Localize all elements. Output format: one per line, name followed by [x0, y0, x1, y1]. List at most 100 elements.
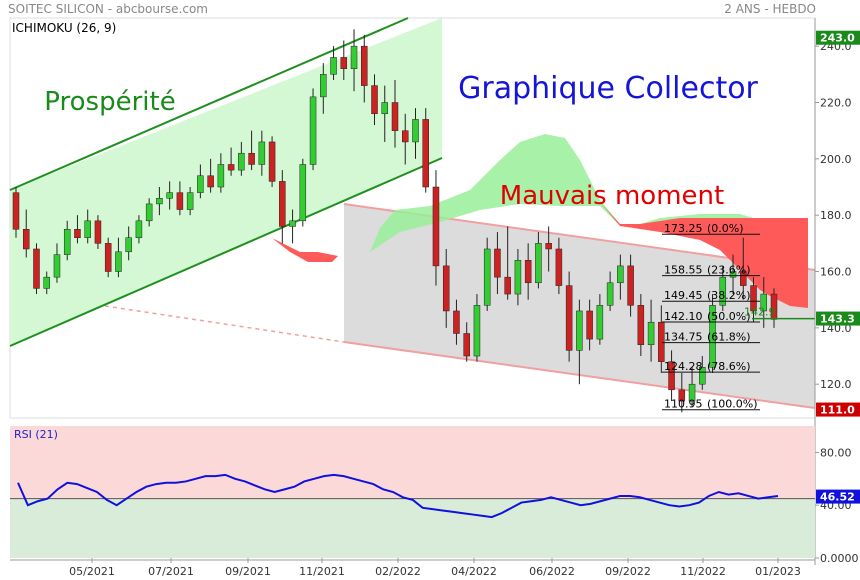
- candle: [176, 192, 184, 210]
- candle: [535, 243, 542, 284]
- ichimoku-cloud-red-early: [272, 238, 338, 262]
- candle: [43, 276, 50, 289]
- candle: [627, 265, 634, 306]
- fib-percent: (100.0%): [707, 398, 758, 411]
- candle: [268, 141, 276, 182]
- annotation-mauvais-moment: Mauvais moment: [500, 181, 724, 211]
- candle: [699, 367, 706, 385]
- rsi-oversold-zone: [10, 498, 815, 558]
- y-tick-label: 180.0: [820, 209, 852, 222]
- fib-percent: (0.0%): [707, 222, 744, 235]
- x-tick-label: 02/2022: [375, 565, 421, 578]
- candle: [412, 119, 419, 143]
- header-symbol: SOITEC SILICON - abcbourse.com: [8, 2, 208, 16]
- candle: [668, 361, 675, 391]
- candle: [84, 220, 91, 238]
- fib-percent: (50.0%): [707, 310, 751, 323]
- y-tick-label: 220.0: [820, 97, 852, 110]
- rsi-y-tick-label: 0.0000: [820, 552, 859, 565]
- candle: [750, 285, 757, 312]
- bullish-channel-upper: [9, 17, 409, 191]
- x-tick-label: 05/2021: [69, 565, 115, 578]
- candle: [688, 383, 696, 402]
- candle: [330, 57, 337, 75]
- candle: [617, 265, 624, 284]
- ichimoku-cloud-red: [600, 202, 808, 308]
- candle: [555, 248, 563, 286]
- candle: [709, 305, 716, 368]
- candle: [22, 229, 30, 250]
- candle: [207, 175, 214, 188]
- rsi-label: RSI (21): [14, 428, 58, 441]
- candle: [463, 333, 470, 357]
- candle: [299, 164, 307, 222]
- candle: [371, 85, 378, 115]
- candle: [53, 254, 61, 278]
- candle: [135, 220, 143, 238]
- rsi-y-tick-label: 80.00: [820, 446, 852, 459]
- annotation-prosperite: Prospérité: [44, 87, 175, 117]
- x-tick-label: 07/2021: [148, 565, 194, 578]
- candle: [658, 321, 665, 362]
- y-tick-label: 160.0: [820, 266, 852, 279]
- fib-percent: (78.6%): [707, 360, 751, 373]
- fib-percent: (23.6%): [707, 264, 751, 277]
- candle: [186, 192, 194, 210]
- candle: [606, 282, 614, 306]
- rsi-overbought-zone: [10, 426, 815, 499]
- candle: [483, 248, 491, 306]
- candle: [197, 175, 204, 193]
- candle: [74, 229, 81, 238]
- candle: [63, 229, 71, 255]
- candle: [340, 57, 348, 69]
- candle: [381, 102, 389, 115]
- indicator-label: ICHIMOKU (26, 9): [12, 21, 116, 35]
- fib-value: 110.95: [664, 398, 703, 411]
- candle: [719, 276, 727, 306]
- price-tag-label: 111.0: [820, 404, 855, 417]
- fib-value: 142.10: [664, 310, 703, 323]
- projection-dashed: [104, 305, 345, 343]
- candle: [145, 203, 153, 222]
- candle: [279, 181, 286, 227]
- y-tick-label: 120.0: [820, 378, 852, 391]
- candle: [289, 220, 296, 227]
- candle: [361, 45, 368, 86]
- fib-percent: (38.2%): [707, 289, 751, 302]
- candle: [33, 248, 40, 289]
- candle: [258, 141, 266, 165]
- candle: [770, 293, 778, 320]
- x-tick-label: 04/2022: [451, 565, 497, 578]
- candle: [473, 305, 481, 357]
- last-price-label: 142.9: [744, 306, 776, 319]
- candle: [576, 310, 583, 351]
- candle: [125, 237, 132, 253]
- candle: [545, 243, 552, 250]
- candle: [94, 220, 102, 244]
- x-tick-label: 01/2023: [755, 565, 801, 578]
- candle: [217, 164, 225, 188]
- fib-value: 149.45: [664, 289, 703, 302]
- candle: [166, 192, 173, 199]
- x-tick-label: 11/2022: [680, 565, 726, 578]
- candle: [729, 271, 737, 278]
- fib-value: 124.28: [664, 360, 703, 373]
- price-tag-label: 143.3: [820, 313, 855, 326]
- chart-title: Graphique Collector: [458, 71, 758, 106]
- candle: [238, 152, 245, 171]
- candle: [740, 271, 747, 286]
- candle: [391, 102, 399, 131]
- candle: [760, 293, 768, 312]
- price-tag: [816, 30, 860, 45]
- candle: [565, 285, 573, 351]
- candle: [227, 164, 235, 171]
- candle: [453, 310, 460, 334]
- candle: [104, 243, 112, 272]
- candle: [401, 130, 409, 143]
- main-chart: 173.25 (0.0%) 158.55 (23.6%) 149.45 (38.2%) 14…: [9, 17, 860, 565]
- x-tick-label: 06/2022: [529, 565, 575, 578]
- fib-value: 173.25: [664, 222, 703, 235]
- price-tag: [816, 402, 860, 417]
